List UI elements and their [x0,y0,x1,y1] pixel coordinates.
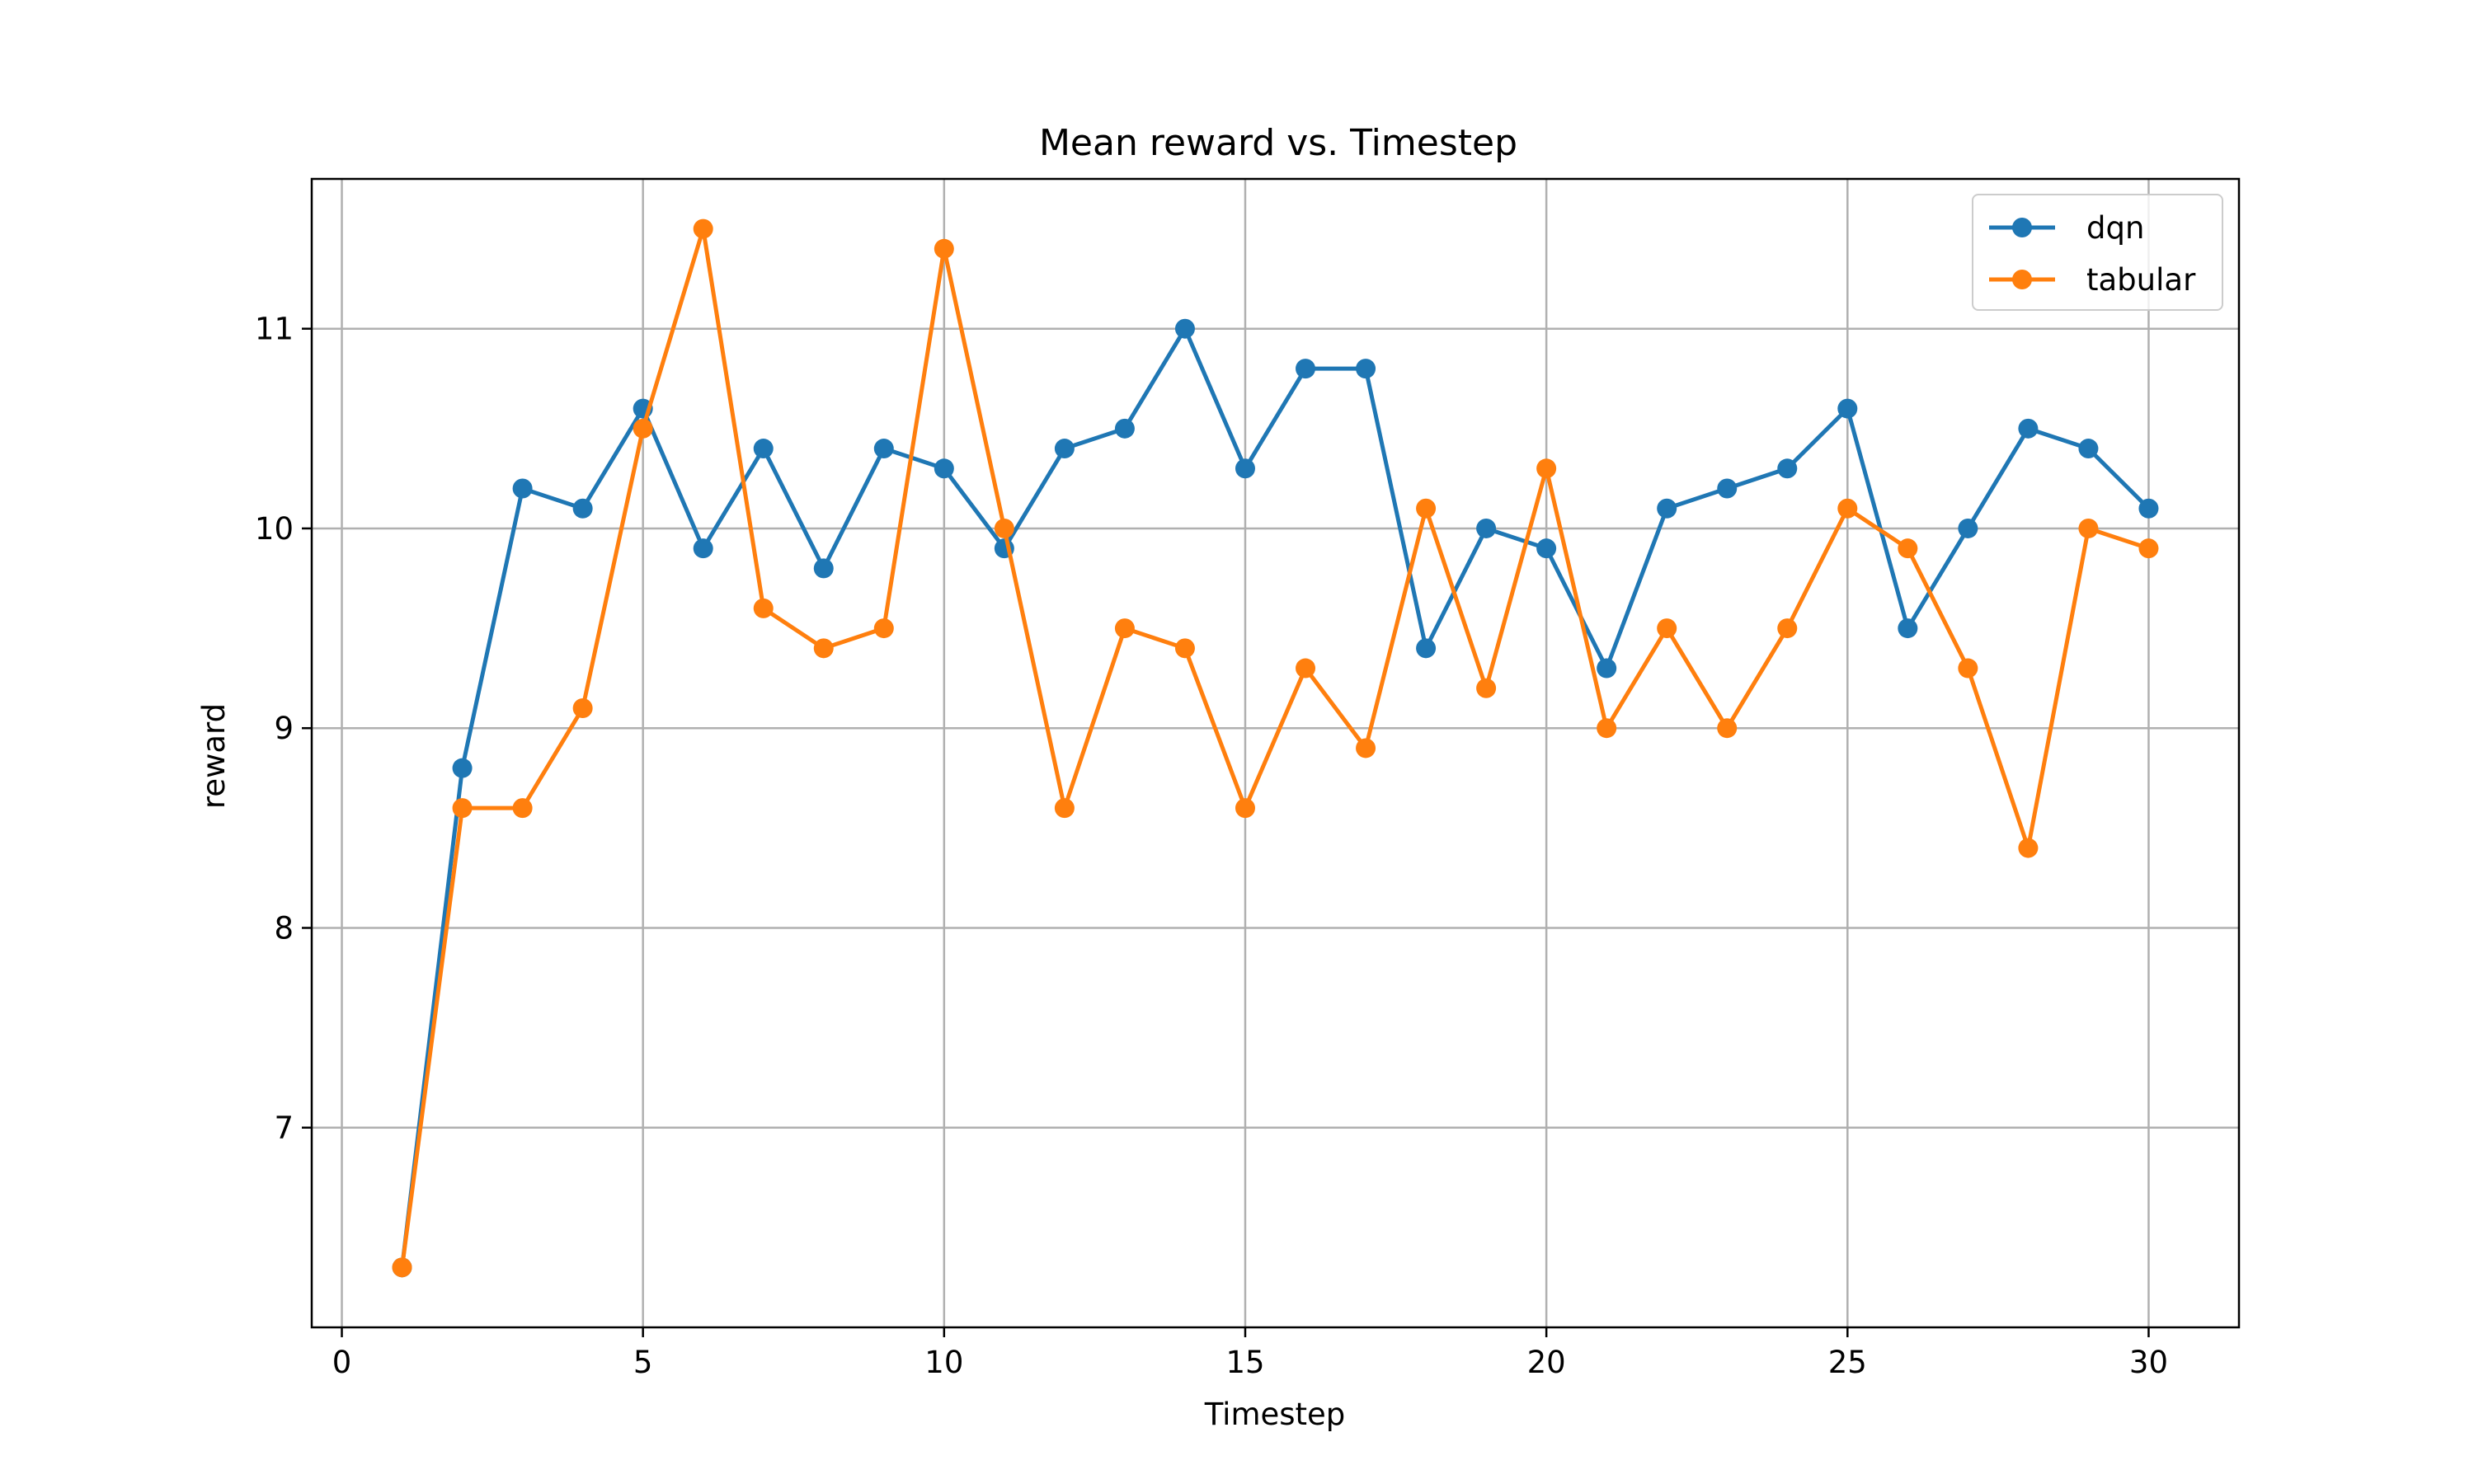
data-point-tabular [1054,798,1075,819]
data-point-tabular [633,418,653,439]
data-point-tabular [1296,658,1316,679]
legend-marker [2012,218,2032,237]
legend-marker [2012,270,2032,289]
data-point-dqn [1657,498,1677,519]
series-tabular [392,218,2159,1278]
data-point-dqn [1416,638,1437,659]
data-point-tabular [572,697,593,718]
data-point-dqn [753,439,774,459]
data-point-tabular [994,518,1014,538]
data-point-dqn [2018,418,2039,439]
x-axis: 0 5 10 15 20 25 30 [332,1327,2168,1380]
data-point-tabular [934,238,954,259]
data-point-tabular [1416,498,1437,519]
x-tick-label: 5 [633,1345,653,1380]
legend-item-tabular: tabular [1989,262,2196,298]
data-point-tabular [693,218,713,239]
legend-label: tabular [2086,262,2196,298]
plot-frame [310,177,2241,1329]
data-point-tabular [1777,618,1798,639]
data-point-tabular [753,598,774,618]
y-tick-label: 9 [274,711,294,746]
y-axis: 7 8 9 10 11 [255,312,312,1146]
legend-label: dqn [2086,210,2144,246]
data-point-dqn [1536,538,1557,559]
legend-item-dqn: dqn [1989,210,2144,246]
legend: dqn tabular [1972,194,2223,311]
x-tick-label: 30 [2129,1345,2168,1380]
data-point-dqn [2078,439,2099,459]
data-point-dqn [1174,318,1195,339]
data-point-tabular [1476,678,1497,698]
data-point-tabular [1536,458,1557,479]
series-line-dqn [400,326,2151,1268]
data-point-dqn [1597,658,1617,679]
data-point-tabular [512,798,533,819]
data-point-tabular [1356,738,1376,758]
x-tick-label: 10 [924,1345,963,1380]
data-point-dqn [2138,498,2159,519]
data-point-dqn [1235,458,1255,479]
data-point-dqn [452,758,473,778]
data-point-dqn [1296,359,1316,379]
chart-title: Mean reward vs. Timestep [1039,122,1517,164]
series-dqn [392,318,2159,1278]
y-tick-label: 8 [274,910,294,946]
data-point-dqn [1114,418,1135,439]
data-point-tabular [1657,618,1677,639]
data-point-dqn [1356,359,1376,379]
data-point-tabular [1597,718,1617,739]
data-point-tabular [1235,798,1255,819]
series-layer [392,218,2159,1278]
data-point-tabular [1958,658,1978,679]
x-tick-label: 0 [332,1345,352,1380]
y-tick-label: 10 [255,511,294,547]
data-point-dqn [1476,518,1497,538]
data-point-dqn [572,498,593,519]
data-point-tabular [1717,718,1738,739]
data-point-dqn [1717,478,1738,499]
data-point-dqn [1054,439,1075,459]
data-point-dqn [693,538,713,559]
data-point-dqn [1958,518,1978,538]
data-point-tabular [2018,838,2039,858]
data-point-tabular [873,618,894,639]
data-point-dqn [1837,398,1858,419]
data-point-tabular [2078,518,2099,538]
data-point-dqn [813,558,834,579]
data-point-dqn [873,439,894,459]
y-tick-label: 11 [255,312,294,347]
data-point-tabular [392,1257,412,1278]
x-tick-label: 25 [1828,1345,1867,1380]
data-point-tabular [452,798,473,819]
data-point-dqn [1898,618,1918,639]
data-point-tabular [813,638,834,659]
y-axis-label: reward [196,703,232,809]
data-point-tabular [2138,538,2159,559]
data-point-tabular [1174,638,1195,659]
series-line-tabular [400,227,2150,1268]
data-point-tabular [1114,618,1135,639]
data-point-dqn [934,458,954,479]
y-tick-label: 7 [274,1111,294,1146]
grid-lines [312,179,2239,1327]
data-point-tabular [1898,538,1918,559]
x-axis-label: Timestep [1204,1397,1346,1432]
x-tick-label: 20 [1527,1345,1566,1380]
data-point-tabular [1837,498,1858,519]
x-tick-label: 15 [1225,1345,1264,1380]
data-point-dqn [512,478,533,499]
data-point-dqn [1777,458,1798,479]
